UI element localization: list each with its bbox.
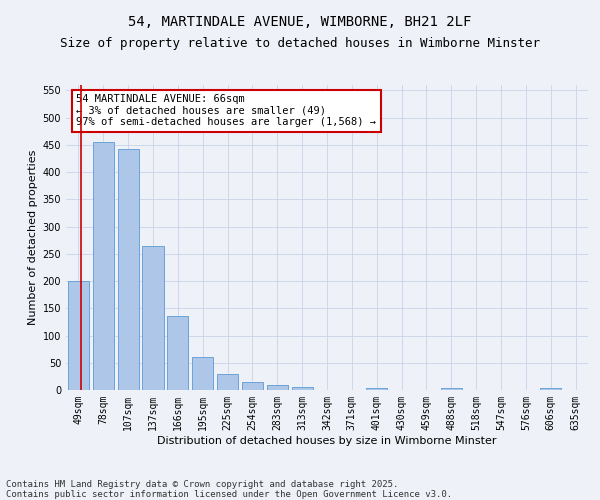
- Bar: [267, 384, 288, 390]
- Bar: [441, 388, 462, 390]
- Bar: [142, 246, 164, 390]
- Bar: [192, 357, 213, 390]
- Bar: [292, 386, 313, 390]
- Y-axis label: Number of detached properties: Number of detached properties: [28, 150, 38, 325]
- Bar: [366, 388, 387, 390]
- Bar: [93, 142, 114, 390]
- Bar: [540, 388, 561, 390]
- Bar: [217, 374, 238, 390]
- Text: Size of property relative to detached houses in Wimborne Minster: Size of property relative to detached ho…: [60, 38, 540, 51]
- Bar: [68, 281, 89, 390]
- Text: 54, MARTINDALE AVENUE, WIMBORNE, BH21 2LF: 54, MARTINDALE AVENUE, WIMBORNE, BH21 2L…: [128, 15, 472, 29]
- Bar: [118, 148, 139, 390]
- Text: Contains HM Land Registry data © Crown copyright and database right 2025.
Contai: Contains HM Land Registry data © Crown c…: [6, 480, 452, 499]
- Bar: [167, 316, 188, 390]
- X-axis label: Distribution of detached houses by size in Wimborne Minster: Distribution of detached houses by size …: [157, 436, 497, 446]
- Bar: [242, 382, 263, 390]
- Text: 54 MARTINDALE AVENUE: 66sqm
← 3% of detached houses are smaller (49)
97% of semi: 54 MARTINDALE AVENUE: 66sqm ← 3% of deta…: [76, 94, 376, 128]
